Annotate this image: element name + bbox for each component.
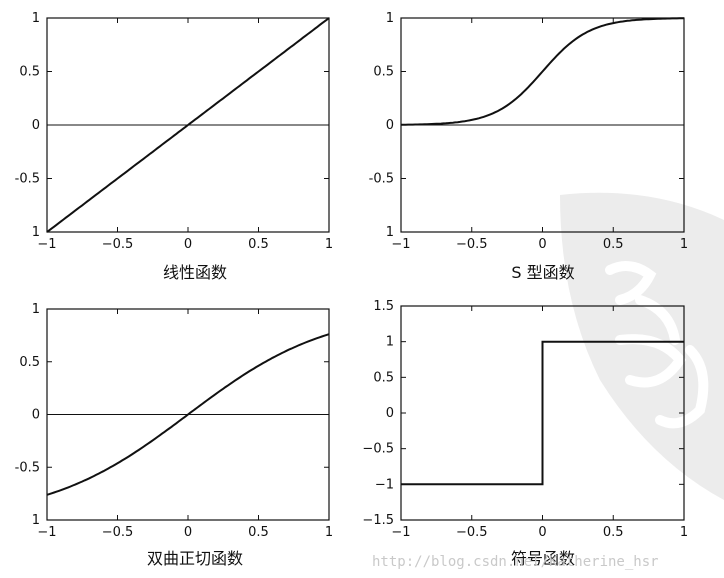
x-tick-label: 0 xyxy=(184,237,192,252)
x-tick-label: −1 xyxy=(391,237,410,252)
x-tick-label: −0.5 xyxy=(102,525,134,540)
watermark-logo xyxy=(560,192,724,500)
y-tick-label: -0.5 xyxy=(15,172,40,187)
x-tick-label: 0.5 xyxy=(248,237,269,252)
chart-caption: 符号函数 xyxy=(511,549,575,568)
series-line xyxy=(401,17,684,126)
y-tick-label: 1 xyxy=(32,11,40,26)
x-tick-label: 0 xyxy=(538,525,546,540)
y-tick-label: 1.5 xyxy=(373,299,394,314)
x-tick-label: −0.5 xyxy=(456,525,488,540)
x-tick-label: 1 xyxy=(325,237,333,252)
y-tick-label: 0.5 xyxy=(19,355,40,370)
x-tick-label: 1 xyxy=(325,525,333,540)
watermark-url: http://blog.csdn.net/Katherine_hsr xyxy=(372,554,659,570)
x-tick-label: 0.5 xyxy=(603,525,624,540)
series-line xyxy=(46,17,330,233)
y-tick-label: 1 xyxy=(32,302,40,317)
y-tick-label: −1 xyxy=(375,477,394,492)
x-tick-label: −1 xyxy=(37,525,56,540)
chart-caption: 线性函数 xyxy=(163,263,227,282)
y-tick-label: 0 xyxy=(32,118,40,133)
x-tick-label: 1 xyxy=(680,525,688,540)
chart-caption: 双曲正切函数 xyxy=(147,549,243,568)
x-tick-label: −0.5 xyxy=(456,237,488,252)
series-line xyxy=(46,333,330,496)
y-tick-label: 1 xyxy=(386,11,394,26)
chart-panel-2: −1 −0.5 0 0.5 1 1 -0.5 0 0.5 1 S 型函数 xyxy=(369,11,689,282)
chart-panel-3: −1 −0.5 0 0.5 1 1 -0.5 0 0.5 1 双曲正切函数 xyxy=(15,302,334,568)
y-tick-label: -0.5 xyxy=(15,460,40,475)
y-tick-label: 0 xyxy=(386,406,394,421)
x-tick-label: 0.5 xyxy=(248,525,269,540)
y-tick-label: 1 xyxy=(386,335,394,350)
x-tick-label: 1 xyxy=(680,237,688,252)
series-line xyxy=(401,340,684,486)
x-tick-label: 0 xyxy=(538,237,546,252)
y-tick-label: 1 xyxy=(386,225,394,240)
y-tick-label: −0.5 xyxy=(362,442,394,457)
y-tick-label: 1 xyxy=(32,513,40,528)
y-tick-label: 0.5 xyxy=(19,65,40,80)
y-tick-label: 1 xyxy=(32,225,40,240)
chart-caption: S 型函数 xyxy=(511,263,574,282)
x-tick-label: −0.5 xyxy=(102,237,134,252)
y-tick-label: 0 xyxy=(32,408,40,423)
y-tick-label: 0 xyxy=(386,118,394,133)
y-tick-label: 0.5 xyxy=(373,370,394,385)
x-tick-label: −1 xyxy=(391,525,410,540)
y-tick-label: −1.5 xyxy=(362,513,394,528)
chart-panel-1: −1 −0.5 0 0.5 1 1 -0.5 0 0.5 1 线性函数 xyxy=(15,11,334,282)
x-tick-label: −1 xyxy=(37,237,56,252)
x-tick-label: 0.5 xyxy=(603,237,624,252)
y-tick-label: -0.5 xyxy=(369,172,394,187)
y-tick-label: 0.5 xyxy=(373,65,394,80)
x-tick-label: 0 xyxy=(184,525,192,540)
